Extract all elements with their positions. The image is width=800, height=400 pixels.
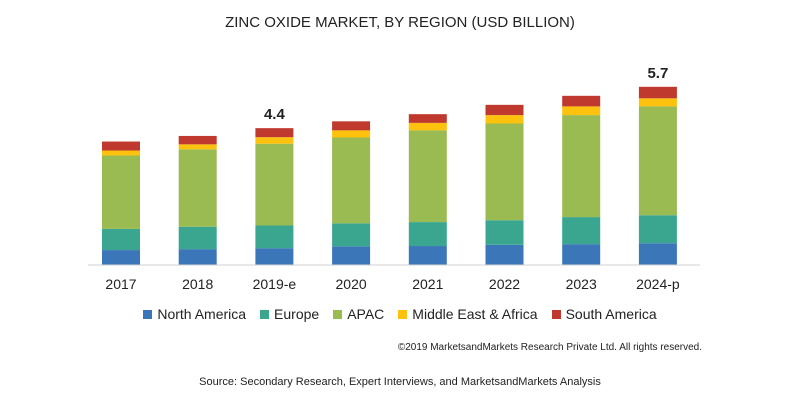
- legend-label: North America: [157, 306, 247, 322]
- bar-segment-south-america-2020: [332, 121, 371, 131]
- bar-segment-apac-2020: [332, 137, 371, 224]
- legend-item: Middle East & Africa: [398, 306, 538, 322]
- bar-segment-europe-2017: [102, 228, 140, 251]
- bar-segment-north-america-2024-p: [638, 243, 677, 265]
- legend-swatch: [333, 309, 343, 319]
- bar-segment-middle-east-africa-2024-p: [638, 98, 677, 107]
- legend-item: Europe: [260, 306, 319, 322]
- x-tick-label: 2023: [566, 276, 597, 292]
- bar-segment-south-america-2021: [408, 114, 447, 123]
- bar-segment-middle-east-africa-2020: [332, 130, 371, 138]
- legend-label: South America: [565, 306, 657, 322]
- legend-item: APAC: [333, 306, 384, 322]
- x-tick-label: 2017: [105, 276, 136, 292]
- bar-segment-south-america-2018: [178, 135, 217, 145]
- bar-segment-europe-2020: [332, 223, 371, 247]
- bar-segment-apac-2019-e: [255, 143, 294, 226]
- legend-item: North America: [143, 306, 246, 322]
- legend-swatch: [260, 309, 270, 319]
- bar-segment-middle-east-africa-2021: [408, 122, 447, 131]
- bar-segment-apac-2024-p: [638, 106, 677, 216]
- bar-segment-south-america-2017: [102, 141, 140, 151]
- bar-segment-north-america-2019-e: [255, 248, 294, 265]
- bar-segment-north-america-2020: [332, 246, 371, 265]
- bar-segment-north-america-2022: [485, 244, 524, 265]
- bar-segment-apac-2022: [485, 123, 524, 221]
- legend-swatch: [551, 309, 561, 319]
- bar-segment-apac-2017: [102, 155, 140, 229]
- legend-label: Middle East & Africa: [412, 306, 538, 322]
- x-tick-label: 2019-e: [253, 276, 297, 292]
- legend-swatch: [398, 309, 408, 319]
- bar-segment-middle-east-africa-2022: [485, 115, 524, 124]
- legend-item: South America: [551, 306, 657, 322]
- bar-segment-south-america-2023: [562, 95, 601, 107]
- bar-segment-europe-2022: [485, 220, 524, 245]
- bar-segment-apac-2018: [178, 149, 217, 227]
- legend: North America Europe APAC Middle East & Afr…: [0, 306, 800, 322]
- bar-segment-north-america-2017: [102, 250, 140, 265]
- bar-segment-europe-2021: [408, 222, 447, 247]
- bar-segment-middle-east-africa-2023: [562, 106, 601, 116]
- x-tick-label: 2021: [412, 276, 443, 292]
- x-tick-label: 2024-p: [636, 276, 680, 292]
- bar-segment-north-america-2021: [408, 246, 447, 265]
- bar-segment-north-america-2018: [178, 249, 217, 265]
- legend-label: Europe: [274, 306, 320, 322]
- bar-segment-europe-2019-e: [255, 225, 294, 249]
- x-tick-label: 2018: [182, 276, 213, 292]
- x-tick-label: 2022: [489, 276, 520, 292]
- legend-label: APAC: [347, 306, 385, 322]
- legend-swatch: [143, 309, 153, 319]
- copyright-text: ©2019 MarketsandMarkets Research Private…: [397, 342, 702, 353]
- bar-segment-europe-2018: [178, 226, 217, 250]
- x-tick-label: 2020: [336, 276, 367, 292]
- bar-segment-europe-2024-p: [638, 215, 677, 244]
- bar-segment-north-america-2023: [562, 244, 601, 265]
- total-data-label: 4.4: [264, 106, 286, 123]
- bar-segment-south-america-2019-e: [255, 128, 294, 138]
- bar-segment-europe-2023: [562, 217, 601, 245]
- bar-segment-south-america-2024-p: [638, 86, 677, 99]
- chart-title: ZINC OXIDE MARKET, BY REGION (USD BILLIO…: [225, 14, 575, 31]
- bar-segment-middle-east-africa-2019-e: [255, 137, 294, 144]
- source-text: Source: Secondary Research, Expert Inter…: [199, 376, 601, 388]
- bar-segment-apac-2023: [562, 115, 601, 218]
- bar-segment-middle-east-africa-2018: [178, 144, 217, 150]
- bar-segment-south-america-2022: [485, 104, 524, 116]
- total-data-label: 5.7: [647, 65, 668, 82]
- bar-segment-apac-2021: [408, 130, 447, 223]
- bar-segment-middle-east-africa-2017: [102, 150, 140, 156]
